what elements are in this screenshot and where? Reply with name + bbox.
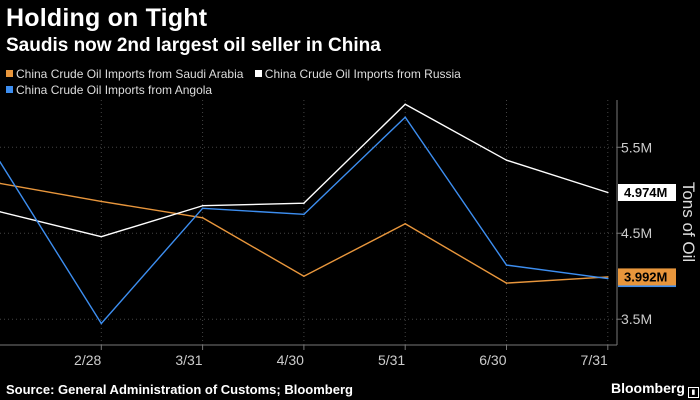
- chart-subtitle: Saudis now 2nd largest oil seller in Chi…: [6, 35, 381, 56]
- legend-swatch-russia: [254, 70, 262, 77]
- brand-text: Bloomberg: [611, 380, 685, 396]
- data-point: [404, 222, 407, 225]
- legend-swatch-angola: [6, 86, 13, 93]
- legend: China Crude Oil Imports from Saudi Arabi…: [6, 66, 606, 98]
- data-point: [404, 116, 407, 118]
- bloomberg-chart-icon: ▮: [687, 387, 699, 398]
- data-point: [0, 182, 1, 185]
- y-tick-label: 5.5M: [621, 139, 652, 155]
- legend-item-russia: China Crude Oil Imports from Russia: [254, 66, 461, 82]
- data-point: [100, 322, 103, 325]
- legend-swatch-saudi: [6, 70, 13, 77]
- legend-item-angola: China Crude Oil Imports from Angola: [6, 82, 212, 98]
- y-tick-label: 4.5M: [621, 225, 652, 241]
- x-tick-label: 7/31: [581, 352, 608, 368]
- data-point: [404, 103, 407, 106]
- data-point: [303, 202, 305, 204]
- brand-logo: Bloomberg ▮: [611, 380, 699, 398]
- data-point: [100, 200, 103, 203]
- y-axis-label: Tons of Oil: [679, 182, 698, 262]
- data-point: [505, 264, 508, 266]
- last-value-tag: [618, 268, 676, 286]
- legend-label-russia: China Crude Oil Imports from Russia: [264, 67, 461, 81]
- legend-item-saudi: China Crude Oil Imports from Saudi Arabi…: [6, 66, 243, 82]
- x-tick-label: 5/31: [378, 352, 405, 368]
- data-point: [505, 282, 508, 284]
- data-point: [0, 210, 1, 213]
- data-point: [607, 276, 609, 278]
- chart-title: Holding on Tight: [6, 4, 208, 32]
- x-tick-label: 2/28: [74, 352, 101, 368]
- x-tick-label: 4/30: [277, 352, 304, 368]
- source-note: Source: General Administration of Custom…: [6, 382, 353, 397]
- last-value-tag: [618, 183, 676, 201]
- last-value-label: 3.992M: [624, 269, 667, 284]
- y-tick-label: 3.5M: [621, 311, 652, 327]
- data-point: [100, 235, 103, 238]
- data-point: [201, 216, 204, 219]
- x-tick-label: 6/30: [479, 352, 506, 368]
- last-value-label: 4.974M: [624, 185, 667, 200]
- legend-label-saudi: China Crude Oil Imports from Saudi Arabi…: [16, 67, 244, 81]
- data-point: [607, 277, 609, 280]
- data-point: [303, 213, 305, 216]
- data-point: [303, 275, 305, 278]
- x-tick-label: 3/31: [175, 352, 202, 368]
- data-point: [201, 207, 204, 210]
- data-point: [201, 204, 204, 207]
- data-point: [607, 191, 609, 194]
- legend-label-angola: China Crude Oil Imports from Angola: [16, 83, 213, 97]
- data-point: [505, 159, 508, 161]
- data-point: [0, 161, 1, 163]
